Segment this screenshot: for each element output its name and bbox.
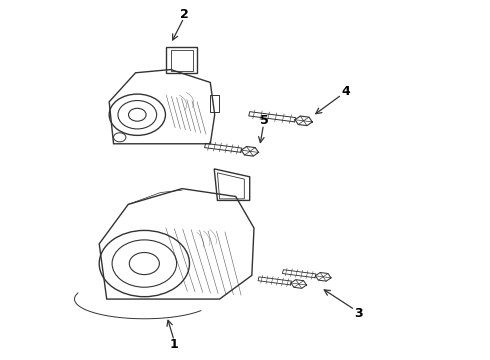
Text: 5: 5 [260, 114, 269, 127]
Text: 3: 3 [354, 307, 363, 320]
Text: 1: 1 [170, 338, 178, 351]
Text: 2: 2 [179, 8, 188, 21]
Text: 4: 4 [341, 85, 350, 98]
